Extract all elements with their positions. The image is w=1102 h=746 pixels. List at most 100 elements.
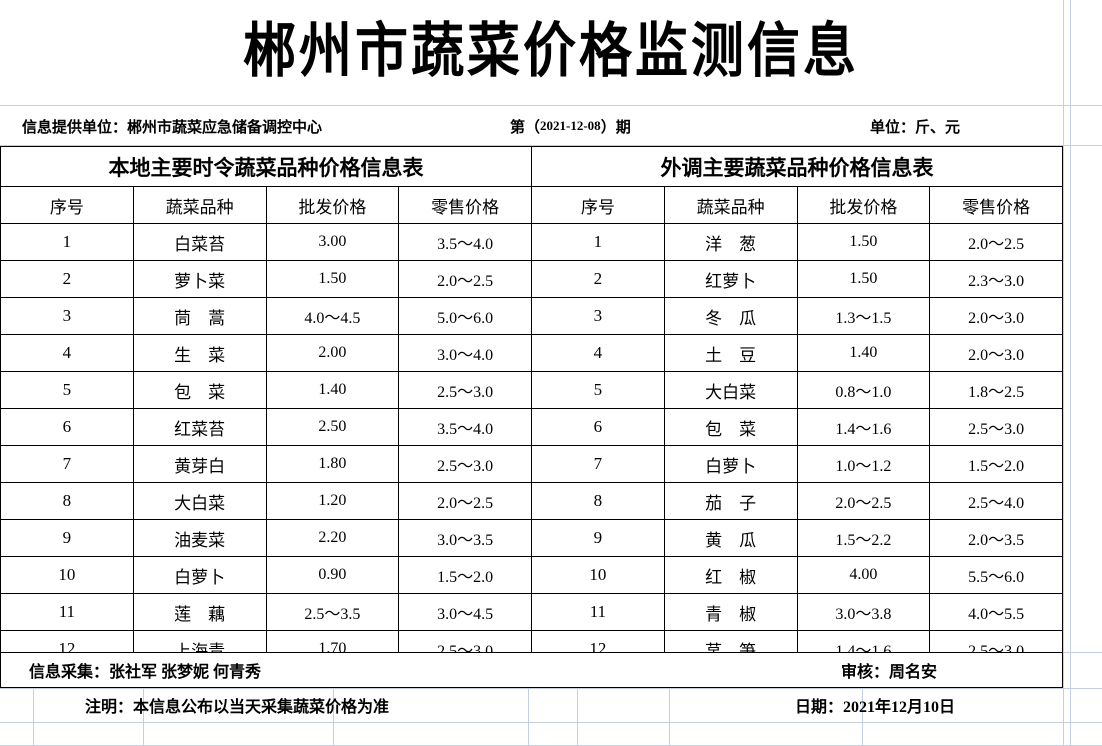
cell-left-name: 黄芽白: [132, 445, 267, 483]
col-header-right-retail: 零售价格: [929, 186, 1063, 224]
info-provider-label: 信息提供单位：: [22, 119, 128, 136]
cell-right-seq: 3: [531, 297, 665, 335]
table-row: 6 红菜苔 2.50 3.5～4.0 6 包 菜 1.4～1.6 2.5～3.0: [0, 408, 1063, 446]
cell-left-name: 白菜苔: [132, 223, 267, 261]
cell-left-retail: 2.0～2.5: [398, 260, 532, 298]
cell-right-seq: 11: [531, 593, 665, 631]
cell-right-whole: 4.00: [796, 556, 931, 594]
table-row: 1 白菜苔 3.00 3.5～4.0 1 洋 葱 1.50 2.0～2.5: [0, 223, 1063, 261]
cell-left-seq: 3: [0, 297, 134, 335]
table-row: 7 黄芽白 1.80 2.5～3.0 7 白萝卜 1.0～1.2 1.5～2.0: [0, 445, 1063, 483]
cell-left-seq: 8: [0, 482, 134, 520]
auditor-label: 审核：周名安: [841, 664, 938, 681]
cell-left-whole: 4.0～4.5: [265, 297, 400, 335]
cell-left-whole: 0.90: [265, 556, 400, 594]
section-title-left: 本地主要时令蔬菜品种价格信息表: [0, 146, 532, 187]
cell-right-name: 红 椒: [663, 556, 798, 594]
cell-right-whole: 1.50: [796, 223, 931, 261]
cell-right-name: 洋 葱: [663, 223, 798, 261]
cell-left-seq: 5: [0, 371, 134, 409]
cell-left-whole: 2.5～3.5: [265, 593, 400, 631]
info-issue-number: 第（ 2021-12-08 ）期: [510, 106, 631, 146]
cell-right-whole: 3.0～3.8: [796, 593, 931, 631]
cell-left-whole: 1.50: [265, 260, 400, 298]
cell-right-retail: 2.0～3.0: [929, 297, 1063, 335]
cell-left-name: 包 菜: [132, 371, 267, 409]
col-header-left-retail: 零售价格: [398, 186, 532, 224]
cell-left-name: 生 菜: [132, 334, 267, 372]
grid-line-vertical: [1070, 0, 1071, 746]
table-row: 8 大白菜 1.20 2.0～2.5 8 茄 子 2.0～2.5 2.5～4.0: [0, 482, 1063, 520]
cell-right-name: 包 菜: [663, 408, 798, 446]
cell-left-retail: 5.0～6.0: [398, 297, 532, 335]
cell-right-retail: 2.0～2.5: [929, 223, 1063, 261]
cell-right-whole: 1.0～1.2: [796, 445, 931, 483]
cell-left-whole: 1.20: [265, 482, 400, 520]
table-row: 2 萝卜菜 1.50 2.0～2.5 2 红萝卜 1.50 2.3～3.0: [0, 260, 1063, 298]
cell-right-name: 红萝卜: [663, 260, 798, 298]
cell-left-name: 萝卜菜: [132, 260, 267, 298]
cell-right-whole: 1.4～1.6: [796, 408, 931, 446]
cell-left-name: 油麦菜: [132, 519, 267, 557]
grid-line-vertical: [1063, 0, 1064, 746]
cell-right-retail: 2.5～4.0: [929, 482, 1063, 520]
cell-right-seq: 1: [531, 223, 665, 261]
issue-prefix: 第（: [510, 119, 541, 136]
cell-right-seq: 2: [531, 260, 665, 298]
cell-left-retail: 3.0～4.0: [398, 334, 532, 372]
cell-right-whole: 1.5～2.2: [796, 519, 931, 557]
cell-left-retail: 3.5～4.0: [398, 408, 532, 446]
col-header-right-whole: 批发价格: [796, 186, 931, 224]
cell-right-name: 土 豆: [663, 334, 798, 372]
cell-left-seq: 6: [0, 408, 134, 446]
cell-right-seq: 5: [531, 371, 665, 409]
cell-right-seq: 9: [531, 519, 665, 557]
cell-left-retail: 2.5～3.0: [398, 445, 532, 483]
footer-row-collector-auditor: 信息采集：张社军 张梦妮 何青秀 审核：周名安: [0, 652, 1063, 688]
issue-suffix: ）期: [600, 119, 631, 136]
cell-right-name: 大白菜: [663, 371, 798, 409]
cell-left-name: 红菜苔: [132, 408, 267, 446]
cell-right-whole: 1.3～1.5: [796, 297, 931, 335]
col-header-left-seq: 序号: [0, 186, 134, 224]
footer-block: 信息采集：张社军 张梦妮 何青秀 审核：周名安 注明：本信息公布以当天采集蔬菜价…: [0, 652, 1063, 722]
cell-right-retail: 4.0～5.5: [929, 593, 1063, 631]
cell-left-seq: 11: [0, 593, 134, 631]
grid-line-horizontal: [0, 722, 1102, 723]
cell-right-retail: 2.0～3.5: [929, 519, 1063, 557]
cell-left-whole: 2.00: [265, 334, 400, 372]
cell-right-retail: 5.5～6.0: [929, 556, 1063, 594]
cell-right-name: 白萝卜: [663, 445, 798, 483]
table-row: 9 油麦菜 2.20 3.0～3.5 9 黄 瓜 1.5～2.2 2.0～3.5: [0, 519, 1063, 557]
cell-right-whole: 0.8～1.0: [796, 371, 931, 409]
cell-left-seq: 4: [0, 334, 134, 372]
cell-right-seq: 10: [531, 556, 665, 594]
cell-right-retail: 2.0～3.0: [929, 334, 1063, 372]
cell-left-retail: 3.5～4.0: [398, 223, 532, 261]
publish-date-label: 日期：2021年12月10日: [795, 699, 956, 716]
cell-right-whole: 2.0～2.5: [796, 482, 931, 520]
cell-right-whole: 1.50: [796, 260, 931, 298]
info-unit-label: 单位：斤、元: [870, 119, 961, 136]
cell-right-name: 青 椒: [663, 593, 798, 631]
cell-left-retail: 3.0～4.5: [398, 593, 532, 631]
cell-right-seq: 4: [531, 334, 665, 372]
cell-left-seq: 2: [0, 260, 134, 298]
cell-left-whole: 2.20: [265, 519, 400, 557]
cell-right-seq: 6: [531, 408, 665, 446]
cell-right-seq: 8: [531, 482, 665, 520]
cell-right-retail: 2.3～3.0: [929, 260, 1063, 298]
cell-right-retail: 2.5～3.0: [929, 408, 1063, 446]
cell-left-seq: 7: [0, 445, 134, 483]
info-provider: 信息提供单位： 郴州市蔬菜应急储备调控中心: [22, 106, 322, 146]
price-table: 本地主要时令蔬菜品种价格信息表 外调主要蔬菜品种价格信息表 序号 蔬菜品种 批发…: [0, 146, 1063, 668]
cell-left-seq: 10: [0, 556, 134, 594]
issue-date: 2021-12-08: [540, 118, 601, 133]
note-label: 注明：本信息公布以当天采集蔬菜价格为准: [85, 699, 390, 716]
cell-right-name: 茄 子: [663, 482, 798, 520]
collector-label: 信息采集：张社军 张梦妮 何青秀: [29, 664, 262, 681]
cell-left-name: 莲 藕: [132, 593, 267, 631]
